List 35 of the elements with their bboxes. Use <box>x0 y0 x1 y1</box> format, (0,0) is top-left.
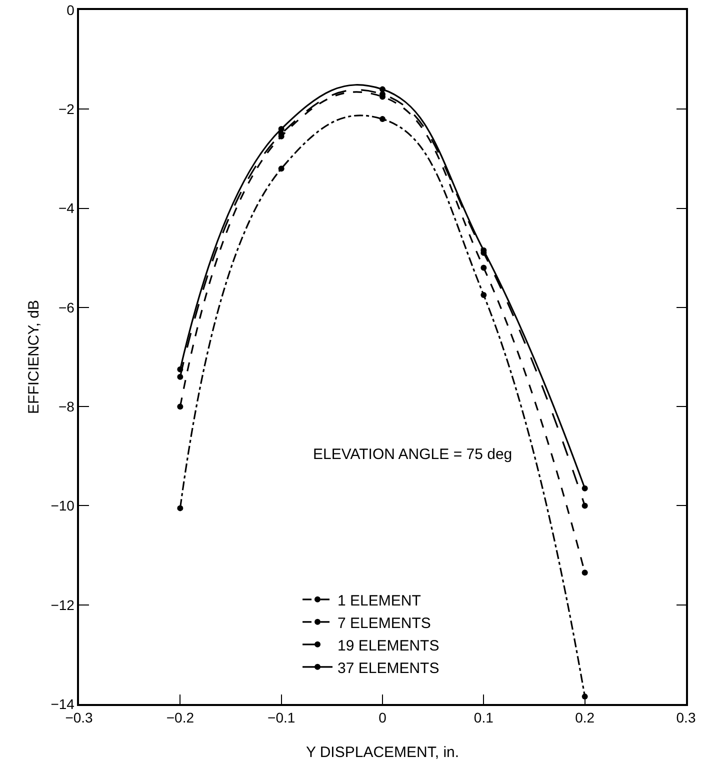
point <box>582 502 588 509</box>
x-tick-label: −0.2 <box>166 710 194 726</box>
x-tick-label: −0.1 <box>268 710 296 726</box>
y-tick-label: −12 <box>50 596 75 613</box>
y-axis-title: EFFICIENCY, dB <box>26 300 42 414</box>
point <box>380 116 386 122</box>
legend-label: 19 ELEMENTS <box>338 637 440 654</box>
legend-label: 37 ELEMENTS <box>338 660 440 677</box>
x-tick-label: 0.1 <box>474 710 494 726</box>
x-axis-title: Y DISPLACEMENT, in. <box>306 744 460 761</box>
legend-label: 7 ELEMENTS <box>338 614 431 632</box>
point <box>582 485 588 492</box>
point <box>480 264 487 271</box>
annotation: ELEVATION ANGLE = 75 deg <box>313 446 512 463</box>
y-tick-label: −6 <box>58 299 75 316</box>
point <box>278 166 284 172</box>
y-tick-label: −10 <box>50 498 75 514</box>
point <box>480 292 487 298</box>
y-tick-label: −14 <box>50 696 75 712</box>
point <box>177 374 184 380</box>
point <box>278 126 284 132</box>
x-tick-label: 0.3 <box>676 710 696 726</box>
point <box>177 366 184 372</box>
y-tick-label: −4 <box>58 200 75 216</box>
x-tick-label: −0.3 <box>65 710 94 726</box>
point <box>582 570 588 576</box>
y-tick-label: −8 <box>58 398 75 414</box>
point <box>177 404 184 410</box>
y-tick-label: −2 <box>58 101 75 118</box>
x-tick-label: 0.2 <box>575 710 595 726</box>
x-tick-label: 0 <box>378 710 387 726</box>
y-tick-label: 0 <box>66 2 75 18</box>
point <box>380 86 386 92</box>
legend-label: 1 ELEMENT <box>338 592 421 610</box>
point <box>177 505 184 512</box>
